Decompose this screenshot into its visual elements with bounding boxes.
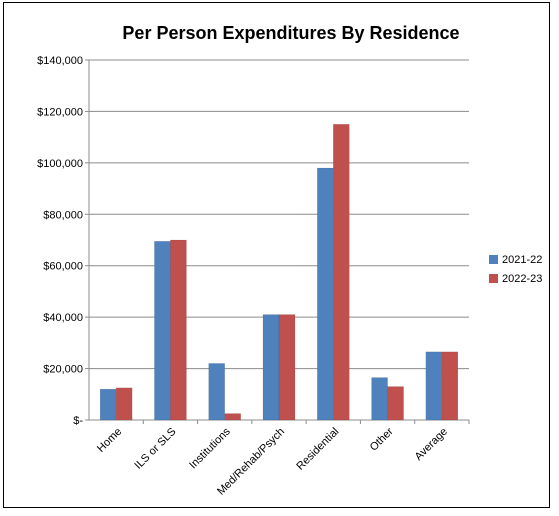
bar-2021-22-Residential: [317, 167, 334, 421]
bar-2021-22-Institutions: [208, 363, 225, 421]
bar-2022-23-Home: [115, 387, 133, 421]
bar-2021-22-Med/Rehab/Psych: [262, 314, 280, 421]
y-tick-label: $120,000: [37, 106, 83, 118]
x-tick-label: Institutions: [187, 425, 233, 471]
x-tick-label: Average: [413, 426, 450, 463]
chart-title: Per Person Expenditures By Residence: [122, 23, 459, 43]
bar-2021-22-Average: [425, 351, 443, 421]
bar-2021-22-Home: [99, 388, 117, 421]
bar-2021-22-Other: [371, 377, 388, 421]
bars: [99, 124, 459, 421]
chart-frame: Per Person Expenditures By Residence $- $…: [3, 2, 550, 508]
y-tick-label: $-: [73, 415, 83, 427]
y-tick-label: $140,000: [37, 55, 83, 67]
bar-2022-23-ILS or SLS: [170, 239, 187, 421]
legend-label: 2022-23: [502, 273, 542, 285]
bar-2022-23-Med/Rehab/Psych: [278, 314, 296, 421]
bar-2022-23-Institutions: [224, 413, 241, 421]
legend-swatch: [489, 274, 498, 283]
bar-chart: Per Person Expenditures By Residence $-$…: [37, 23, 542, 498]
bar-2022-23-Other: [387, 386, 404, 421]
y-tick-label: $80,000: [43, 209, 83, 221]
legend-label: 2021-22: [502, 254, 542, 266]
axes: $- $20,000 $40,000 $60,000 $80,000 $100,000 $1…: [37, 55, 470, 498]
legend-swatch: [489, 255, 498, 264]
gridlines: [89, 59, 469, 370]
y-tick-label: $20,000: [43, 364, 83, 376]
bar-2022-23-Residential: [333, 124, 350, 421]
y-tick-label: $60,000: [43, 261, 83, 273]
x-tick-label: Residential: [294, 426, 341, 473]
legend: 2021-22 2022-23: [489, 254, 542, 285]
x-tick-label: Home: [95, 426, 124, 455]
x-tick-label: ILS or SLS: [132, 426, 178, 472]
bar-2022-23-Average: [441, 351, 459, 421]
y-tick-label: $40,000: [43, 312, 83, 324]
y-tick-label: $100,000: [37, 158, 83, 170]
bar-2021-22-ILS or SLS: [154, 241, 171, 421]
x-tick-label: Other: [368, 425, 396, 453]
